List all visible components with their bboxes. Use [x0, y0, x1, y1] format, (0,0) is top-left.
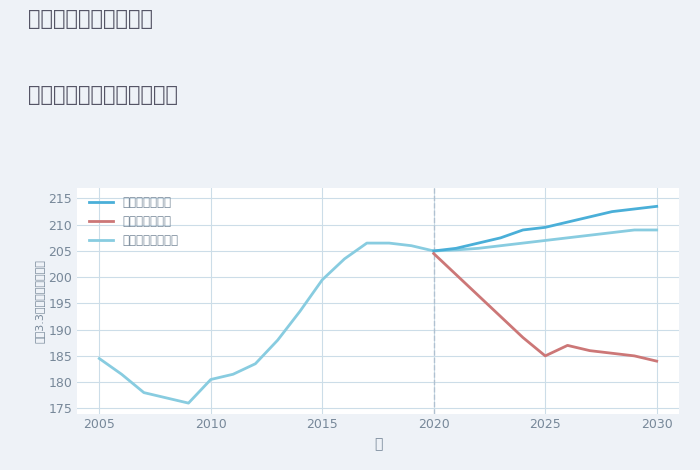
グッドシナリオ: [608, 209, 616, 214]
ノーマルシナリオ: [608, 230, 616, 235]
バッドシナリオ: [496, 313, 505, 319]
ノーマルシナリオ: [385, 240, 393, 246]
ノーマルシナリオ: [140, 390, 148, 395]
ノーマルシナリオ: [452, 247, 460, 253]
ノーマルシナリオ: [652, 227, 661, 233]
バッドシナリオ: [586, 348, 594, 353]
ノーマルシナリオ: [95, 356, 104, 361]
ノーマルシナリオ: [519, 240, 527, 246]
バッドシナリオ: [608, 351, 616, 356]
Line: グッドシナリオ: グッドシナリオ: [434, 206, 657, 251]
バッドシナリオ: [519, 335, 527, 340]
ノーマルシナリオ: [630, 227, 638, 233]
ノーマルシナリオ: [118, 371, 126, 377]
グッドシナリオ: [652, 204, 661, 209]
バッドシナリオ: [652, 358, 661, 364]
ノーマルシナリオ: [229, 371, 237, 377]
ノーマルシナリオ: [251, 361, 260, 367]
ノーマルシナリオ: [206, 376, 215, 382]
ノーマルシナリオ: [430, 248, 438, 254]
ノーマルシナリオ: [340, 256, 349, 262]
ノーマルシナリオ: [318, 277, 326, 282]
Text: 兵庫県西宮市浜脇町の: 兵庫県西宮市浜脇町の: [28, 9, 153, 30]
グッドシナリオ: [452, 245, 460, 251]
グッドシナリオ: [496, 235, 505, 241]
ノーマルシナリオ: [274, 337, 282, 343]
バッドシナリオ: [474, 293, 482, 298]
バッドシナリオ: [564, 343, 572, 348]
Text: 中古マンションの価格推移: 中古マンションの価格推移: [28, 85, 178, 105]
グッドシナリオ: [564, 219, 572, 225]
X-axis label: 年: 年: [374, 437, 382, 451]
Legend: グッドシナリオ, バッドシナリオ, ノーマルシナリオ: グッドシナリオ, バッドシナリオ, ノーマルシナリオ: [84, 191, 183, 252]
Line: バッドシナリオ: バッドシナリオ: [434, 254, 657, 361]
グッドシナリオ: [474, 240, 482, 246]
バッドシナリオ: [541, 353, 550, 359]
ノーマルシナリオ: [407, 243, 416, 249]
ノーマルシナリオ: [586, 232, 594, 238]
グッドシナリオ: [541, 225, 550, 230]
ノーマルシナリオ: [541, 238, 550, 243]
バッドシナリオ: [630, 353, 638, 359]
ノーマルシナリオ: [474, 245, 482, 251]
バッドシナリオ: [452, 272, 460, 277]
ノーマルシナリオ: [184, 400, 192, 406]
グッドシナリオ: [586, 214, 594, 219]
グッドシナリオ: [519, 227, 527, 233]
Y-axis label: 坪（3.3㎡）単価（万円）: 坪（3.3㎡）単価（万円）: [34, 259, 44, 343]
ノーマルシナリオ: [496, 243, 505, 249]
ノーマルシナリオ: [296, 308, 304, 314]
ノーマルシナリオ: [363, 240, 371, 246]
Line: ノーマルシナリオ: ノーマルシナリオ: [99, 230, 657, 403]
グッドシナリオ: [430, 248, 438, 254]
ノーマルシナリオ: [162, 395, 170, 401]
グッドシナリオ: [630, 206, 638, 212]
ノーマルシナリオ: [564, 235, 572, 241]
バッドシナリオ: [430, 251, 438, 257]
